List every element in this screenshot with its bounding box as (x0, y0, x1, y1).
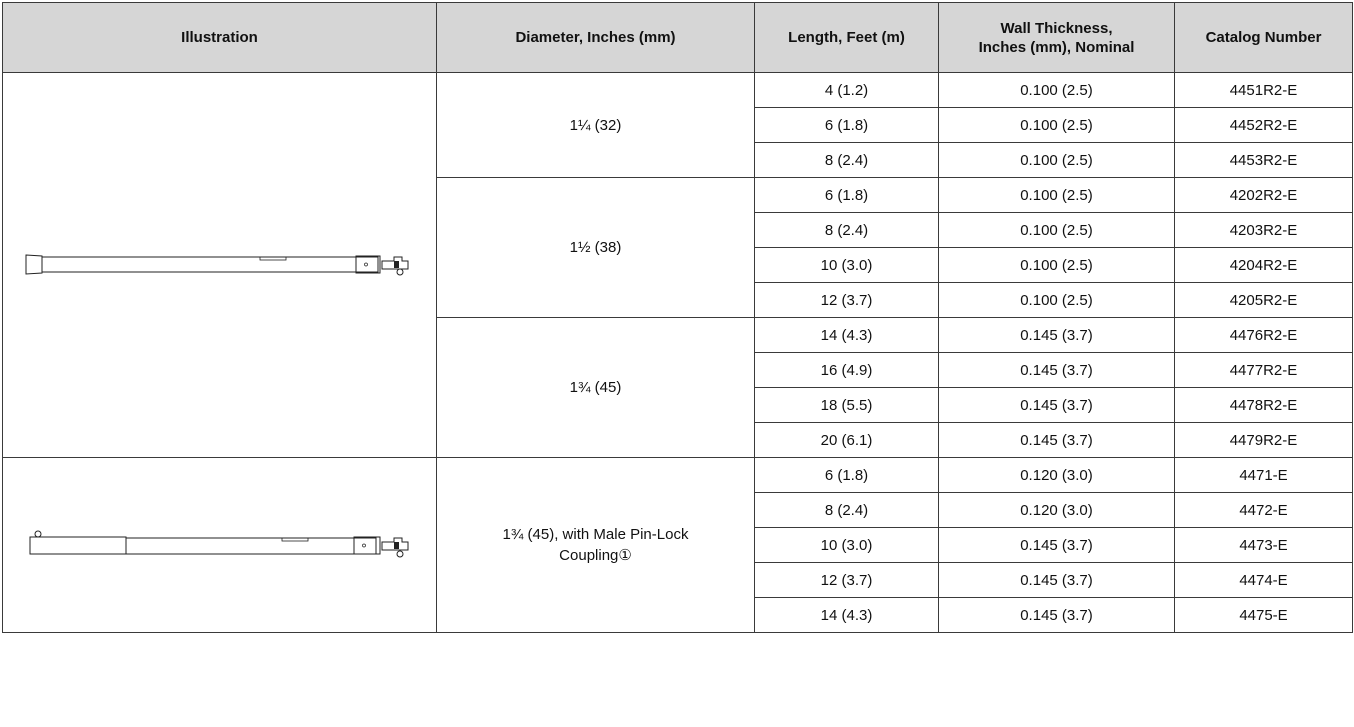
table-row: 16 (4.9) 0.145 (3.7) 4477R2-E (3, 352, 1353, 388)
length-cell: 8 (2.4) (754, 492, 939, 528)
catalog-cell: 4474-E (1174, 562, 1353, 598)
catalog-cell: 4453R2-E (1174, 142, 1353, 178)
wall-cell: 0.145 (3.7) (938, 317, 1175, 353)
illustration-cell-bottom (2, 457, 437, 633)
header-length: Length, Feet (m) (754, 2, 939, 73)
catalog-cell: 4451R2-E (1174, 72, 1353, 108)
table-row: 12 (3.7) 0.145 (3.7) 4474-E (3, 562, 1353, 598)
length-cell: 14 (4.3) (754, 597, 939, 633)
diameter-line1: 1¾ (45), with Male Pin-Lock (502, 526, 689, 543)
length-cell: 4 (1.2) (754, 72, 939, 108)
wall-cell: 0.100 (2.5) (938, 177, 1175, 213)
wall-cell: 0.100 (2.5) (938, 142, 1175, 178)
diameter-cell: 1¾ (45) (436, 317, 755, 458)
tapered-stick-icon (25, 254, 408, 276)
wall-cell: 0.145 (3.7) (938, 527, 1175, 563)
table-row: 8 (2.4) 0.100 (2.5) 4453R2-E (3, 142, 1353, 178)
length-cell: 6 (1.8) (754, 457, 939, 493)
length-cell: 8 (2.4) (754, 212, 939, 248)
pin-lock-stick-icon (29, 530, 408, 558)
header-row: Illustration Diameter, Inches (mm) Lengt… (2, 2, 1353, 73)
header-wall-line2: Inches (mm), Nominal (978, 38, 1135, 56)
length-cell: 6 (1.8) (754, 177, 939, 213)
illustration-cell-top (2, 72, 437, 458)
catalog-cell: 4475-E (1174, 597, 1353, 633)
catalog-cell: 4472-E (1174, 492, 1353, 528)
catalog-cell: 4202R2-E (1174, 177, 1353, 213)
catalog-cell: 4479R2-E (1174, 422, 1353, 458)
header-wall-thickness: Wall Thickness, Inches (mm), Nominal (938, 2, 1175, 73)
length-cell: 14 (4.3) (754, 317, 939, 353)
table-row: 14 (4.3) 0.145 (3.7) 4475-E (3, 597, 1353, 633)
catalog-cell: 4471-E (1174, 457, 1353, 493)
table-row: 1¼ (32) 4 (1.2) 0.100 (2.5) 4451R2-E (2, 72, 1353, 458)
wall-cell: 0.120 (3.0) (938, 492, 1175, 528)
catalog-cell: 4473-E (1174, 527, 1353, 563)
wall-cell: 0.145 (3.7) (938, 352, 1175, 388)
catalog-cell: 4204R2-E (1174, 247, 1353, 283)
diameter-line2: Coupling① (559, 547, 632, 564)
header-illustration: Illustration (2, 2, 437, 73)
header-catalog: Catalog Number (1174, 2, 1353, 73)
length-cell: 10 (3.0) (754, 527, 939, 563)
catalog-cell: 4205R2-E (1174, 282, 1353, 318)
wall-cell: 0.100 (2.5) (938, 212, 1175, 248)
wall-cell: 0.100 (2.5) (938, 107, 1175, 143)
catalog-cell: 4477R2-E (1174, 352, 1353, 388)
header-wall-line1: Wall Thickness, (1000, 19, 1113, 37)
catalog-cell: 4452R2-E (1174, 107, 1353, 143)
length-cell: 16 (4.9) (754, 352, 939, 388)
table-row: 8 (2.4) 0.120 (3.0) 4472-E (3, 492, 1353, 528)
table-row: 20 (6.1) 0.145 (3.7) 4479R2-E (3, 422, 1353, 458)
length-cell: 8 (2.4) (754, 142, 939, 178)
wall-cell: 0.100 (2.5) (938, 72, 1175, 108)
diameter-cell: 1½ (38) (436, 177, 755, 318)
table-row: 1¾ (45) 14 (4.3) 0.145 (3.7) 4476R2-E (3, 317, 1353, 458)
header-diameter: Diameter, Inches (mm) (436, 2, 755, 73)
length-cell: 12 (3.7) (754, 282, 939, 318)
diameter-cell: 1¼ (32) (436, 72, 755, 178)
wall-cell: 0.145 (3.7) (938, 387, 1175, 423)
catalog-cell: 4478R2-E (1174, 387, 1353, 423)
length-cell: 12 (3.7) (754, 562, 939, 598)
table-row: 1½ (38) 6 (1.8) 0.100 (2.5) 4202R2-E (3, 177, 1353, 318)
length-cell: 6 (1.8) (754, 107, 939, 143)
diameter-cell-pin-lock: 1¾ (45), with Male Pin-Lock Coupling① (436, 457, 755, 633)
table-row: 6 (1.8) 0.100 (2.5) 4452R2-E (3, 107, 1353, 143)
table-row: 18 (5.5) 0.145 (3.7) 4478R2-E (3, 387, 1353, 423)
catalog-cell: 4476R2-E (1174, 317, 1353, 353)
wall-cell: 0.100 (2.5) (938, 282, 1175, 318)
table-row: 12 (3.7) 0.100 (2.5) 4205R2-E (3, 282, 1353, 318)
length-cell: 10 (3.0) (754, 247, 939, 283)
specification-table: Illustration Diameter, Inches (mm) Lengt… (2, 2, 1353, 633)
length-cell: 20 (6.1) (754, 422, 939, 458)
wall-cell: 0.145 (3.7) (938, 562, 1175, 598)
wall-cell: 0.120 (3.0) (938, 457, 1175, 493)
catalog-cell: 4203R2-E (1174, 212, 1353, 248)
table-row: 10 (3.0) 0.100 (2.5) 4204R2-E (3, 247, 1353, 283)
wall-cell: 0.100 (2.5) (938, 247, 1175, 283)
wall-cell: 0.145 (3.7) (938, 597, 1175, 633)
length-cell: 18 (5.5) (754, 387, 939, 423)
table-row: 1¾ (45), with Male Pin-Lock Coupling① 6 … (2, 457, 1353, 633)
wall-cell: 0.145 (3.7) (938, 422, 1175, 458)
